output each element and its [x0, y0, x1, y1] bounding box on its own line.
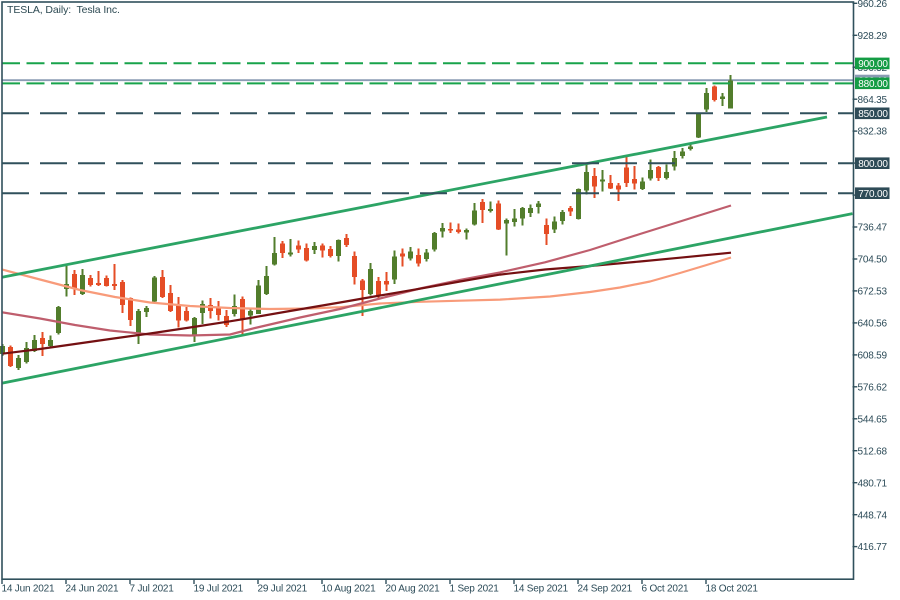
- svg-text:6 Oct 2021: 6 Oct 2021: [642, 584, 690, 595]
- svg-text:24 Sep 2021: 24 Sep 2021: [578, 584, 633, 595]
- svg-text:736.47: 736.47: [858, 223, 888, 234]
- svg-text:800.00: 800.00: [858, 159, 888, 170]
- svg-text:1 Sep 2021: 1 Sep 2021: [450, 584, 500, 595]
- svg-text:544.65: 544.65: [858, 414, 888, 425]
- svg-text:960.26: 960.26: [858, 0, 888, 10]
- svg-text:608.59: 608.59: [858, 351, 888, 362]
- svg-text:20 Aug 2021: 20 Aug 2021: [386, 584, 441, 595]
- svg-text:864.35: 864.35: [858, 95, 888, 106]
- svg-text:29 Jul 2021: 29 Jul 2021: [258, 584, 308, 595]
- svg-text:900.00: 900.00: [858, 59, 888, 70]
- svg-text:448.74: 448.74: [858, 510, 888, 521]
- svg-text:704.50: 704.50: [858, 255, 888, 266]
- svg-text:832.38: 832.38: [858, 127, 888, 138]
- svg-text:TESLA, Daily: Tesla Inc.: TESLA, Daily: Tesla Inc.: [7, 4, 120, 16]
- svg-text:512.68: 512.68: [858, 446, 888, 457]
- svg-text:24 Jun 2021: 24 Jun 2021: [66, 584, 119, 595]
- svg-text:880.00: 880.00: [858, 79, 888, 90]
- svg-text:928.29: 928.29: [858, 31, 888, 42]
- svg-text:18 Oct 2021: 18 Oct 2021: [706, 584, 759, 595]
- svg-text:850.00: 850.00: [858, 109, 888, 120]
- svg-text:672.53: 672.53: [858, 287, 888, 298]
- svg-text:480.71: 480.71: [858, 478, 888, 489]
- svg-text:10 Aug 2021: 10 Aug 2021: [322, 584, 377, 595]
- svg-text:7 Jul 2021: 7 Jul 2021: [130, 584, 175, 595]
- svg-text:640.56: 640.56: [858, 319, 888, 330]
- svg-text:14 Sep 2021: 14 Sep 2021: [514, 584, 569, 595]
- svg-text:770.00: 770.00: [858, 189, 888, 200]
- svg-text:14 Jun 2021: 14 Jun 2021: [2, 584, 55, 595]
- svg-text:576.62: 576.62: [858, 382, 888, 393]
- svg-text:416.77: 416.77: [858, 542, 888, 553]
- svg-text:19 Jul 2021: 19 Jul 2021: [194, 584, 244, 595]
